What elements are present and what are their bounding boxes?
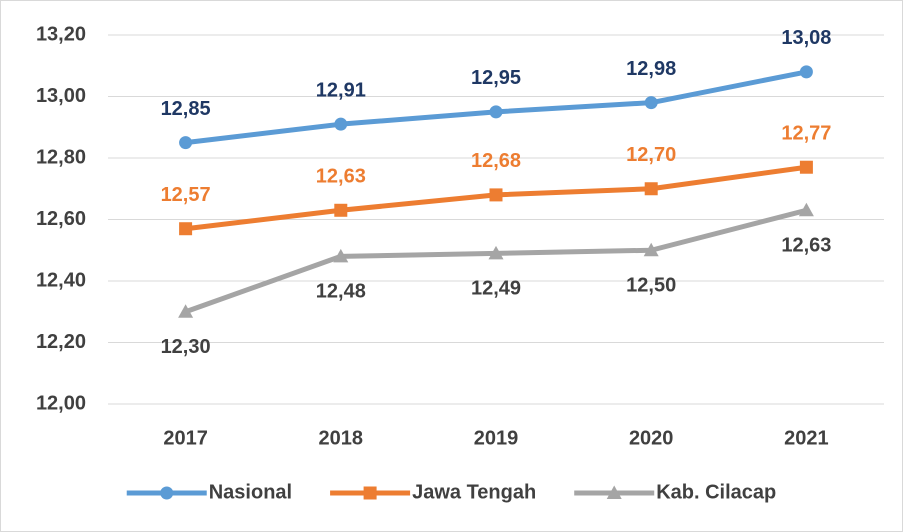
data-label: 13,08 [781,27,831,49]
y-tick-label: 13,20 [36,23,86,45]
data-label: 12,68 [471,150,521,172]
marker [178,304,194,318]
x-tick-label: 2019 [474,427,519,449]
data-label: 12,57 [161,184,211,206]
marker [643,242,659,257]
marker [644,96,658,110]
legend-label: Jawa Tengah [412,481,536,503]
data-label: 12,30 [161,336,211,358]
data-label: 12,77 [781,123,831,145]
legend-label: Kab. Cilacap [656,481,776,503]
data-label: 12,49 [471,278,521,300]
y-tick-label: 12,00 [36,392,86,414]
y-tick-label: 12,40 [36,269,86,291]
data-label: 12,85 [161,98,211,120]
legend: Nasional Jawa Tengah Kab. Cilacap [126,481,776,503]
x-tick-label: 2020 [629,427,674,449]
marker [799,65,813,79]
y-tick-label: 12,80 [36,146,86,168]
marker [798,202,814,217]
marker [799,160,813,174]
data-label: 12,63 [781,235,831,257]
x-tick-label: 2021 [784,427,829,449]
y-tick-label: 13,00 [36,85,86,107]
data-label: 12,50 [626,275,676,297]
data-label: 12,63 [316,166,366,188]
data-label: 12,48 [316,281,366,303]
marker [334,203,348,217]
marker [160,486,174,500]
y-tick-label: 12,20 [36,331,86,353]
legend-label: Nasional [209,481,292,503]
y-tick-label: 12,60 [36,208,86,230]
marker [644,182,658,196]
marker [488,245,504,260]
marker [606,485,622,499]
marker [489,105,503,119]
x-tick-label: 2018 [319,427,364,449]
data-label: 12,95 [471,67,521,89]
marker [363,486,377,500]
marker [179,222,193,236]
data-label: 12,98 [626,58,676,80]
marker [333,248,349,263]
marker [489,188,503,202]
marker [179,136,193,150]
marker [334,117,348,131]
data-label: 12,70 [626,144,676,166]
x-tick-label: 2017 [163,427,208,449]
data-label: 12,91 [316,79,366,101]
